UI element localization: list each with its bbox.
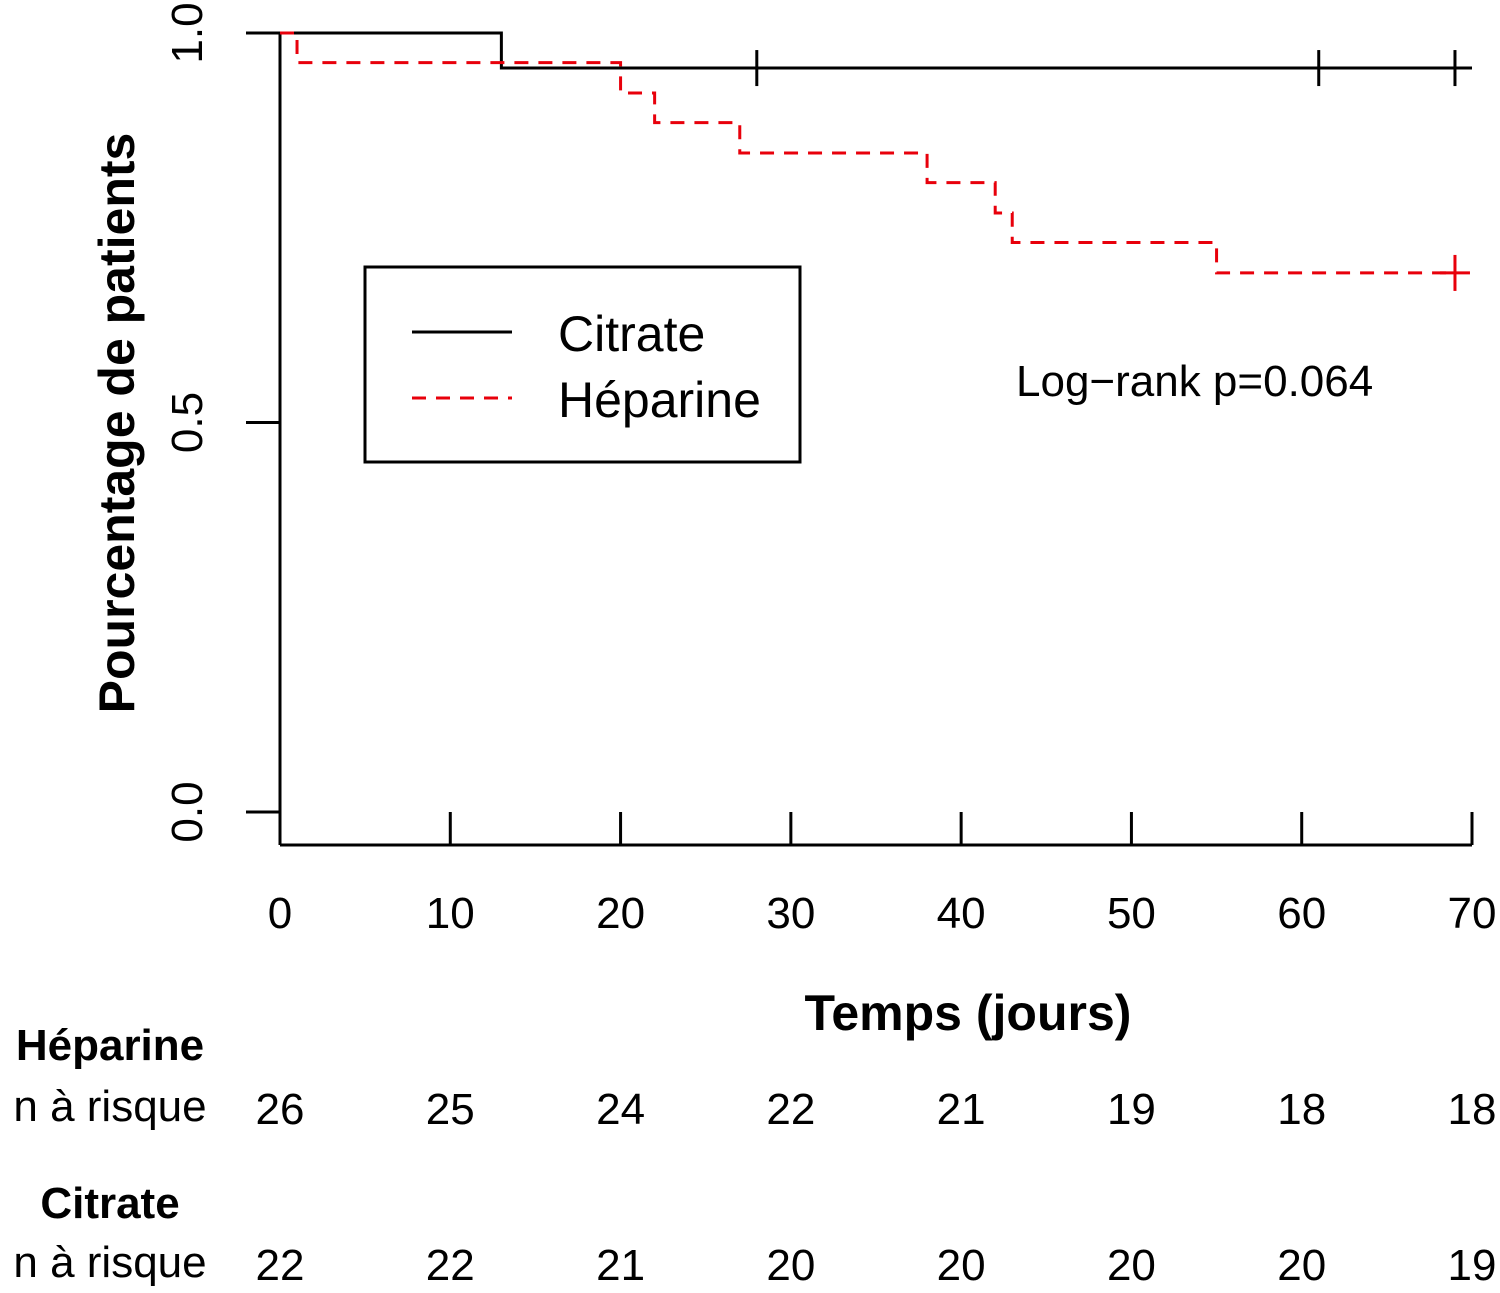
risk-count: 25 bbox=[426, 1085, 475, 1134]
risk-count: 20 bbox=[1107, 1241, 1156, 1290]
risk-count: 21 bbox=[937, 1085, 986, 1134]
risk-count: 20 bbox=[1277, 1241, 1326, 1290]
risk-count: 20 bbox=[937, 1241, 986, 1290]
risk-count: 22 bbox=[766, 1085, 815, 1134]
x-tick-label: 30 bbox=[766, 889, 815, 938]
risk-count: 19 bbox=[1448, 1241, 1497, 1290]
legend-label-citrate: Citrate bbox=[558, 306, 705, 362]
y-tick-label: 0.5 bbox=[163, 392, 212, 453]
x-tick-label: 50 bbox=[1107, 889, 1156, 938]
risk-count: 21 bbox=[596, 1241, 645, 1290]
x-tick-label: 10 bbox=[426, 889, 475, 938]
risk-count: 26 bbox=[256, 1085, 305, 1134]
x-tick-label: 0 bbox=[268, 889, 292, 938]
legend: Citrate Héparine bbox=[363, 265, 802, 464]
censor-mark bbox=[1303, 50, 1334, 87]
y-tick-label: 0.0 bbox=[163, 781, 212, 842]
y-axis-title: Pourcentage de patients bbox=[89, 133, 145, 714]
risk-row-label-heparine: n à risque bbox=[13, 1082, 206, 1131]
legend-box bbox=[363, 265, 802, 464]
risk-count: 24 bbox=[596, 1085, 645, 1134]
curves bbox=[280, 31, 1472, 291]
risk-count: 18 bbox=[1277, 1085, 1326, 1134]
censor-mark bbox=[741, 50, 772, 87]
y-tick-label: 1.0 bbox=[163, 2, 212, 63]
risk-row-label-citrate: n à risque bbox=[13, 1238, 206, 1287]
axes: 0.0 0.5 1.0 0 10 20 30 40 50 60 70 bbox=[163, 2, 1496, 938]
risk-count: 20 bbox=[766, 1241, 815, 1290]
risk-table: Héparine n à risque Citrate n à risque 2… bbox=[13, 1021, 1496, 1290]
curve-hparine bbox=[280, 31, 1455, 275]
censor-mark bbox=[1439, 254, 1470, 291]
legend-label-heparine: Héparine bbox=[558, 372, 761, 428]
risk-count: 18 bbox=[1448, 1085, 1497, 1134]
x-tick-label: 70 bbox=[1448, 889, 1497, 938]
x-tick-label: 60 bbox=[1277, 889, 1326, 938]
curve-citrate bbox=[280, 31, 1472, 70]
risk-group-citrate-title: Citrate bbox=[40, 1179, 179, 1228]
x-tick-label: 20 bbox=[596, 889, 645, 938]
logrank-annotation: Log−rank p=0.064 bbox=[1016, 357, 1373, 406]
x-tick-label: 40 bbox=[937, 889, 986, 938]
risk-group-heparine-title: Héparine bbox=[16, 1021, 204, 1070]
risk-count: 22 bbox=[256, 1241, 305, 1290]
risk-count: 19 bbox=[1107, 1085, 1156, 1134]
censor-mark bbox=[1439, 50, 1470, 87]
risk-count: 22 bbox=[426, 1241, 475, 1290]
x-axis-title: Temps (jours) bbox=[805, 985, 1132, 1041]
